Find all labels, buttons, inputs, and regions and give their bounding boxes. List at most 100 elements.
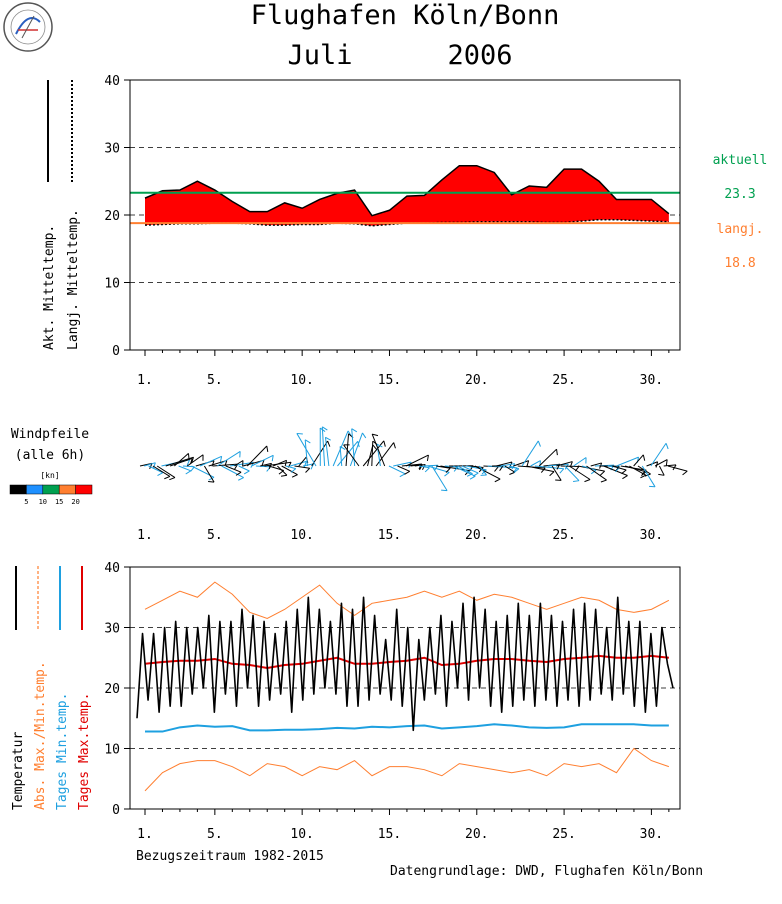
wind-arrow	[634, 455, 644, 466]
wind-x-tick-label: 25.	[552, 528, 575, 543]
mean-temp-plot	[130, 166, 680, 226]
wind-x-ticks: 1.5.10.15.20.25.30.	[137, 528, 663, 543]
wind-arrow	[153, 466, 170, 476]
wind-arrow-barb	[621, 470, 626, 474]
daily-temp-x-ticks: 1.5.10.15.20.25.30.	[137, 809, 669, 842]
mean-values: aktuell 23.3 langj. 18.8	[713, 153, 768, 271]
wind-arrow-barb	[622, 476, 627, 479]
x-tick-label: 25.	[552, 827, 575, 842]
x-tick-label: 1.	[137, 827, 153, 842]
wind-arrow-barb	[328, 441, 330, 447]
mean-temp-x-ticks: 1.5.10.15.20.25.30.	[137, 350, 669, 388]
wind-arrow	[513, 461, 528, 466]
wind-arrows	[140, 427, 687, 491]
wind-arrow-barb	[557, 449, 558, 455]
legend-longterm-label: Langj. Mitteltemp.	[66, 209, 81, 350]
wind-arrow	[256, 466, 271, 467]
wind-unit: [kn]	[40, 471, 59, 480]
daily-temp-legend: Temperatur Abs. Max./Min.temp. Tages Min…	[11, 566, 92, 810]
wind-x-tick-label: 30.	[640, 528, 663, 543]
hourly-temp-series	[137, 597, 673, 730]
x-tick-label: 10.	[290, 827, 313, 842]
wind-arrow-barb	[495, 479, 500, 482]
wind-arrow	[398, 466, 410, 471]
wind-scale-label: 20	[71, 498, 79, 506]
y-tick-label: 10	[104, 277, 120, 292]
wind-x-tick-label: 5.	[207, 528, 223, 543]
wind-arrow-barb	[208, 482, 214, 483]
wind-arrow	[659, 466, 664, 475]
wind-arrow-barb	[305, 440, 310, 443]
x-tick-label: 15.	[378, 827, 401, 842]
wind-arrow-barb	[494, 467, 498, 472]
x-tick-label: 5.	[207, 827, 223, 842]
wind-x-tick-label: 20.	[465, 528, 488, 543]
wind-arrow	[651, 443, 666, 466]
wind-arrow-barb	[281, 475, 287, 476]
abs-max-series	[145, 582, 669, 618]
wind-x-tick-label: 10.	[290, 528, 313, 543]
wind-arrow-barb	[405, 471, 410, 474]
wind-arrow-barb	[683, 471, 688, 475]
wind-arrow-barb	[473, 473, 478, 476]
wind-arrow-barb	[362, 433, 365, 438]
y-tick-label: 20	[104, 682, 120, 697]
wind-arrow	[290, 461, 306, 466]
y-tick-label: 40	[104, 74, 120, 89]
wind-arrow-barb	[550, 472, 554, 476]
title-month: Juli	[287, 40, 352, 71]
legend-max-label: Tages Max.temp.	[77, 693, 92, 810]
wind-arrow	[389, 466, 405, 474]
daily-temp-plot	[137, 582, 673, 791]
wind-arrow	[556, 462, 572, 466]
wind-scale-label: 5	[24, 498, 28, 506]
wind-arrow	[372, 441, 373, 466]
wind-arrow-barb	[352, 429, 357, 432]
wind-scale-label: 10	[39, 498, 47, 506]
legend-temp-label: Temperatur	[11, 732, 26, 810]
x-tick-label: 20.	[465, 373, 488, 388]
wind-arrow	[234, 461, 243, 466]
wind-arrow-barb	[573, 481, 579, 482]
legend-actual-label: Akt. Mitteltemp.	[42, 225, 57, 350]
current-label: aktuell	[713, 153, 768, 168]
y-tick-label: 30	[104, 622, 120, 637]
y-tick-label: 10	[104, 743, 120, 758]
wind-arrow-barb	[538, 441, 540, 447]
data-source: Datengrundlage: DWD, Flughafen Köln/Bonn	[390, 864, 703, 879]
wind-arrow-barb	[640, 475, 645, 478]
wind-arrow	[522, 441, 538, 466]
wind-scale-label: 15	[55, 498, 63, 506]
wind-arrow	[586, 466, 606, 480]
wind-arrow-barb	[306, 468, 310, 472]
wind-arrow-barb	[164, 476, 170, 478]
x-tick-label: 15.	[378, 373, 401, 388]
title-year: 2006	[447, 40, 512, 71]
longterm-value: 18.8	[724, 256, 755, 271]
wind-arrow-barb	[584, 479, 590, 481]
longterm-label: langj.	[717, 222, 764, 237]
wind-arrow	[286, 466, 296, 469]
wind-arrow-barb	[509, 472, 515, 474]
x-tick-label: 10.	[290, 373, 313, 388]
y-tick-label: 0	[112, 803, 120, 818]
wind-arrow	[423, 465, 438, 466]
wind-scale-swatch	[26, 485, 42, 494]
wind-arrow-barb	[238, 478, 243, 481]
wind-arrow-barb	[600, 471, 604, 475]
current-value: 23.3	[724, 187, 755, 202]
mean-temp-legend: Akt. Mitteltemp. Langj. Mitteltemp.	[42, 80, 81, 350]
y-tick-label: 0	[112, 344, 120, 359]
wind-arrow	[295, 466, 310, 468]
x-tick-label: 30.	[640, 827, 663, 842]
wind-arrow-barb	[470, 476, 475, 479]
wind-scale-swatch	[10, 485, 26, 494]
wind-arrow-barb	[560, 469, 564, 474]
wind-arrow-barb	[373, 445, 377, 450]
wind-scale-swatch	[43, 485, 59, 494]
wind-scale-swatch	[76, 485, 92, 494]
